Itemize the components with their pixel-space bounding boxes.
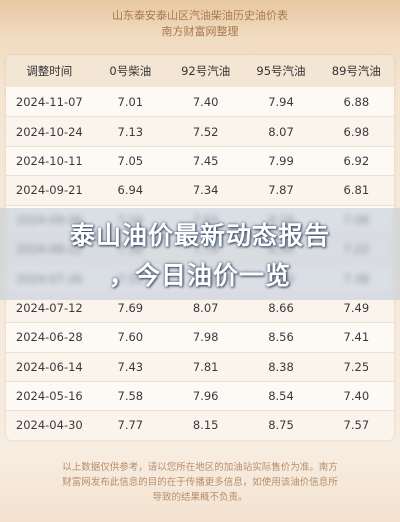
price-cell: 7.05 [117, 153, 144, 168]
column-header: 调整时间 [26, 64, 73, 78]
price-cell: 7.58 [117, 389, 144, 404]
column-header: 0号柴油 [109, 64, 152, 78]
table-title: 山东泰安泰山区汽油柴油历史油价表 [112, 9, 288, 22]
overlay-title-line2: ，今日油价一览 [108, 261, 291, 290]
price-cell: 7.41 [343, 330, 370, 345]
disclaimer: 以上数据仅供参考，请以您所在地区的加油站实际售价为准。南方 财富网发布此信息的目… [22, 460, 378, 505]
column-header: 95号汽油 [256, 64, 306, 78]
price-cell: 7.77 [117, 418, 144, 433]
price-cell: 7.52 [192, 124, 219, 139]
price-cell: 7.25 [343, 359, 370, 374]
table-row: 2024-11-07 7.01 7.40 7.94 6.88 [6, 87, 394, 116]
date-cell: 2024-09-21 [15, 183, 83, 198]
price-cell: 7.57 [343, 418, 370, 433]
price-cell: 8.38 [268, 359, 294, 374]
price-cell: 6.94 [117, 183, 144, 198]
date-cell: 2024-06-14 [15, 359, 83, 374]
price-cell: 8.66 [268, 300, 294, 315]
disclaimer-line: 以上数据仅供参考，请以您所在地区的加油站实际售价为准。南方 [62, 462, 338, 473]
date-cell: 2024-05-16 [15, 389, 83, 404]
table-row: 2024-10-24 7.13 7.52 8.07 6.98 [6, 116, 394, 146]
price-cell: 7.81 [192, 359, 219, 374]
date-cell: 2024-04-30 [15, 418, 83, 433]
header: 山东泰安泰山区汽油柴油历史油价表 南方财富网整理 [0, 8, 400, 40]
price-cell: 7.69 [117, 300, 144, 315]
disclaimer-line: 财富网发布此信息的目的在于传播更多信息，如使用该油价信息所 [62, 477, 338, 488]
table-subtitle: 南方财富网整理 [161, 25, 239, 38]
table-row: 2024-06-14 7.43 7.81 8.38 7.25 [6, 351, 394, 381]
price-cell: 6.98 [343, 124, 370, 139]
table-row: 2024-09-21 6.94 7.34 7.87 6.81 [6, 175, 394, 205]
table-header-row: 调整时间 0号柴油 92号汽油 95号汽油 89号汽油 [6, 55, 394, 87]
price-cell: 7.13 [117, 124, 144, 139]
price-cell: 7.43 [117, 359, 144, 374]
price-cell: 7.87 [268, 183, 294, 198]
price-cell: 7.99 [268, 153, 294, 168]
price-cell: 7.34 [192, 183, 219, 198]
price-cell: 8.56 [268, 330, 294, 345]
table-row: 2024-05-16 7.58 7.96 8.54 7.40 [6, 380, 394, 410]
price-cell: 8.07 [268, 124, 294, 139]
price-cell: 6.81 [343, 183, 370, 198]
price-cell: 8.54 [268, 389, 294, 404]
table-row: 2024-06-28 7.60 7.98 8.56 7.41 [6, 322, 394, 351]
price-cell: 7.45 [192, 153, 219, 168]
date-cell: 2024-06-28 [15, 330, 83, 345]
date-cell: 2024-11-07 [15, 94, 83, 109]
price-cell: 7.49 [343, 300, 370, 315]
price-cell: 8.75 [268, 418, 294, 433]
date-cell: 2024-10-11 [15, 153, 83, 168]
price-cell: 6.88 [343, 94, 370, 109]
title-banner [0, 208, 400, 300]
overlay-title-line1: 泰山油价最新动态报告 [69, 221, 330, 250]
price-cell: 8.07 [192, 300, 219, 315]
price-cell: 7.94 [268, 94, 294, 109]
disclaimer-line: 导致的结果概不负责。 [152, 492, 248, 503]
date-cell: 2024-07-12 [15, 300, 83, 315]
column-header: 89号汽油 [331, 64, 381, 78]
price-cell: 7.98 [192, 330, 219, 345]
price-cell: 7.96 [192, 389, 219, 404]
price-cell: 8.15 [192, 418, 219, 433]
date-cell: 2024-10-24 [15, 124, 83, 139]
table-row: 2024-10-11 7.05 7.45 7.99 6.92 [6, 145, 394, 175]
price-cell: 7.40 [343, 389, 370, 404]
price-cell: 7.40 [192, 94, 219, 109]
price-cell: 7.01 [117, 94, 144, 109]
price-cell: 6.92 [343, 153, 370, 168]
price-cell: 7.60 [117, 330, 144, 345]
overlay-title: 泰山油价最新动态报告 ，今日油价一览 [0, 216, 400, 296]
column-header: 92号汽油 [181, 64, 231, 78]
table-row: 2024-04-30 7.77 8.15 8.75 7.57 [6, 410, 394, 440]
